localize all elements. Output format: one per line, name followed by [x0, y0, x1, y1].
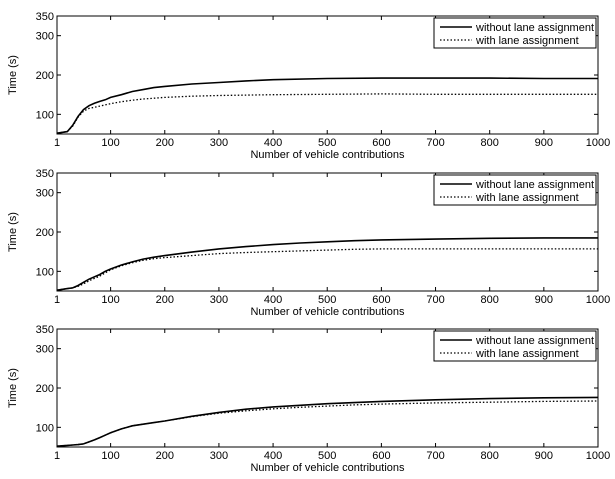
chart-panel-3: 1 100 200 300 400 500 600 700 800 900 1000 100 200 30…: [7, 324, 610, 474]
y-tick-label: 350: [36, 168, 54, 180]
legend-entry-label: without lane assignment: [475, 22, 594, 34]
series-line-without-lane-assignment: [57, 237, 598, 291]
y-tick-label: 350: [36, 324, 54, 336]
x-axis-label: Number of vehicle contributions: [250, 149, 405, 161]
y-tick-label: 100: [36, 109, 54, 121]
series-line-without-lane-assignment: [57, 77, 598, 134]
y-axis-label: Time (s): [7, 55, 19, 95]
x-tick-label: 100: [101, 294, 119, 306]
x-tick-label: 200: [156, 137, 174, 149]
legend-box: [433, 174, 597, 206]
chart-panel-1: 1 100 200 300 400 500 600 700 800 900 1000 100 200 30…: [7, 11, 610, 161]
x-axis-label: Number of vehicle contributions: [250, 462, 405, 474]
legend-box: [433, 17, 597, 49]
x-tick-label: 400: [264, 450, 282, 462]
y-tick-label: 300: [36, 188, 54, 200]
legend-entry-label: without lane assignment: [475, 335, 594, 347]
x-tick-label: 1: [54, 450, 60, 462]
x-tick-label: 800: [481, 137, 499, 149]
x-tick-label: 800: [481, 294, 499, 306]
x-tick-label: 100: [101, 137, 119, 149]
x-tick-label: 400: [264, 294, 282, 306]
x-tick-label: 800: [481, 450, 499, 462]
y-tick-label: 350: [36, 11, 54, 23]
x-tick-label: 600: [372, 137, 390, 149]
x-tick-label: 600: [372, 294, 390, 306]
y-tick-label: 200: [36, 383, 54, 395]
y-tick-label: 200: [36, 70, 54, 82]
legend-entry-label: with lane assignment: [475, 348, 579, 360]
series-line-with-lane-assignment: [57, 93, 598, 134]
x-tick-label: 100: [101, 450, 119, 462]
x-tick-label: 1000: [586, 450, 610, 462]
y-tick-label: 100: [36, 266, 54, 278]
x-tick-label: 500: [318, 294, 336, 306]
x-tick-label: 300: [210, 450, 228, 462]
y-axis-label: Time (s): [7, 212, 19, 252]
series-line-with-lane-assignment: [57, 248, 598, 291]
x-tick-label: 200: [156, 294, 174, 306]
x-tick-label: 700: [426, 137, 444, 149]
x-tick-label: 900: [535, 137, 553, 149]
x-tick-label: 1000: [586, 137, 610, 149]
x-tick-label: 500: [318, 450, 336, 462]
y-axis-label: Time (s): [7, 368, 19, 408]
x-tick-label: 1: [54, 137, 60, 149]
x-tick-label: 300: [210, 294, 228, 306]
x-tick-label: 600: [372, 450, 390, 462]
chart-panel-2: 1 100 200 300 400 500 600 700 800 900 1000 100 200 30…: [7, 168, 610, 318]
x-tick-label: 700: [426, 450, 444, 462]
x-tick-label: 900: [535, 294, 553, 306]
x-tick-label: 400: [264, 137, 282, 149]
legend-box: [433, 330, 597, 362]
x-tick-label: 1: [54, 294, 60, 306]
x-tick-label: 500: [318, 137, 336, 149]
legend-entry-label: with lane assignment: [475, 192, 579, 204]
series-line-without-lane-assignment: [57, 396, 598, 447]
x-tick-label: 700: [426, 294, 444, 306]
legend-entry-label: without lane assignment: [475, 179, 594, 191]
series-line-with-lane-assignment: [57, 400, 598, 447]
y-tick-label: 200: [36, 227, 54, 239]
legend-entry-label: with lane assignment: [475, 35, 579, 47]
y-tick-label: 300: [36, 344, 54, 356]
y-tick-label: 300: [36, 31, 54, 43]
x-tick-label: 900: [535, 450, 553, 462]
x-tick-label: 200: [156, 450, 174, 462]
x-tick-label: 300: [210, 137, 228, 149]
x-tick-label: 1000: [586, 294, 610, 306]
x-axis-label: Number of vehicle contributions: [250, 306, 405, 318]
y-tick-label: 100: [36, 422, 54, 434]
